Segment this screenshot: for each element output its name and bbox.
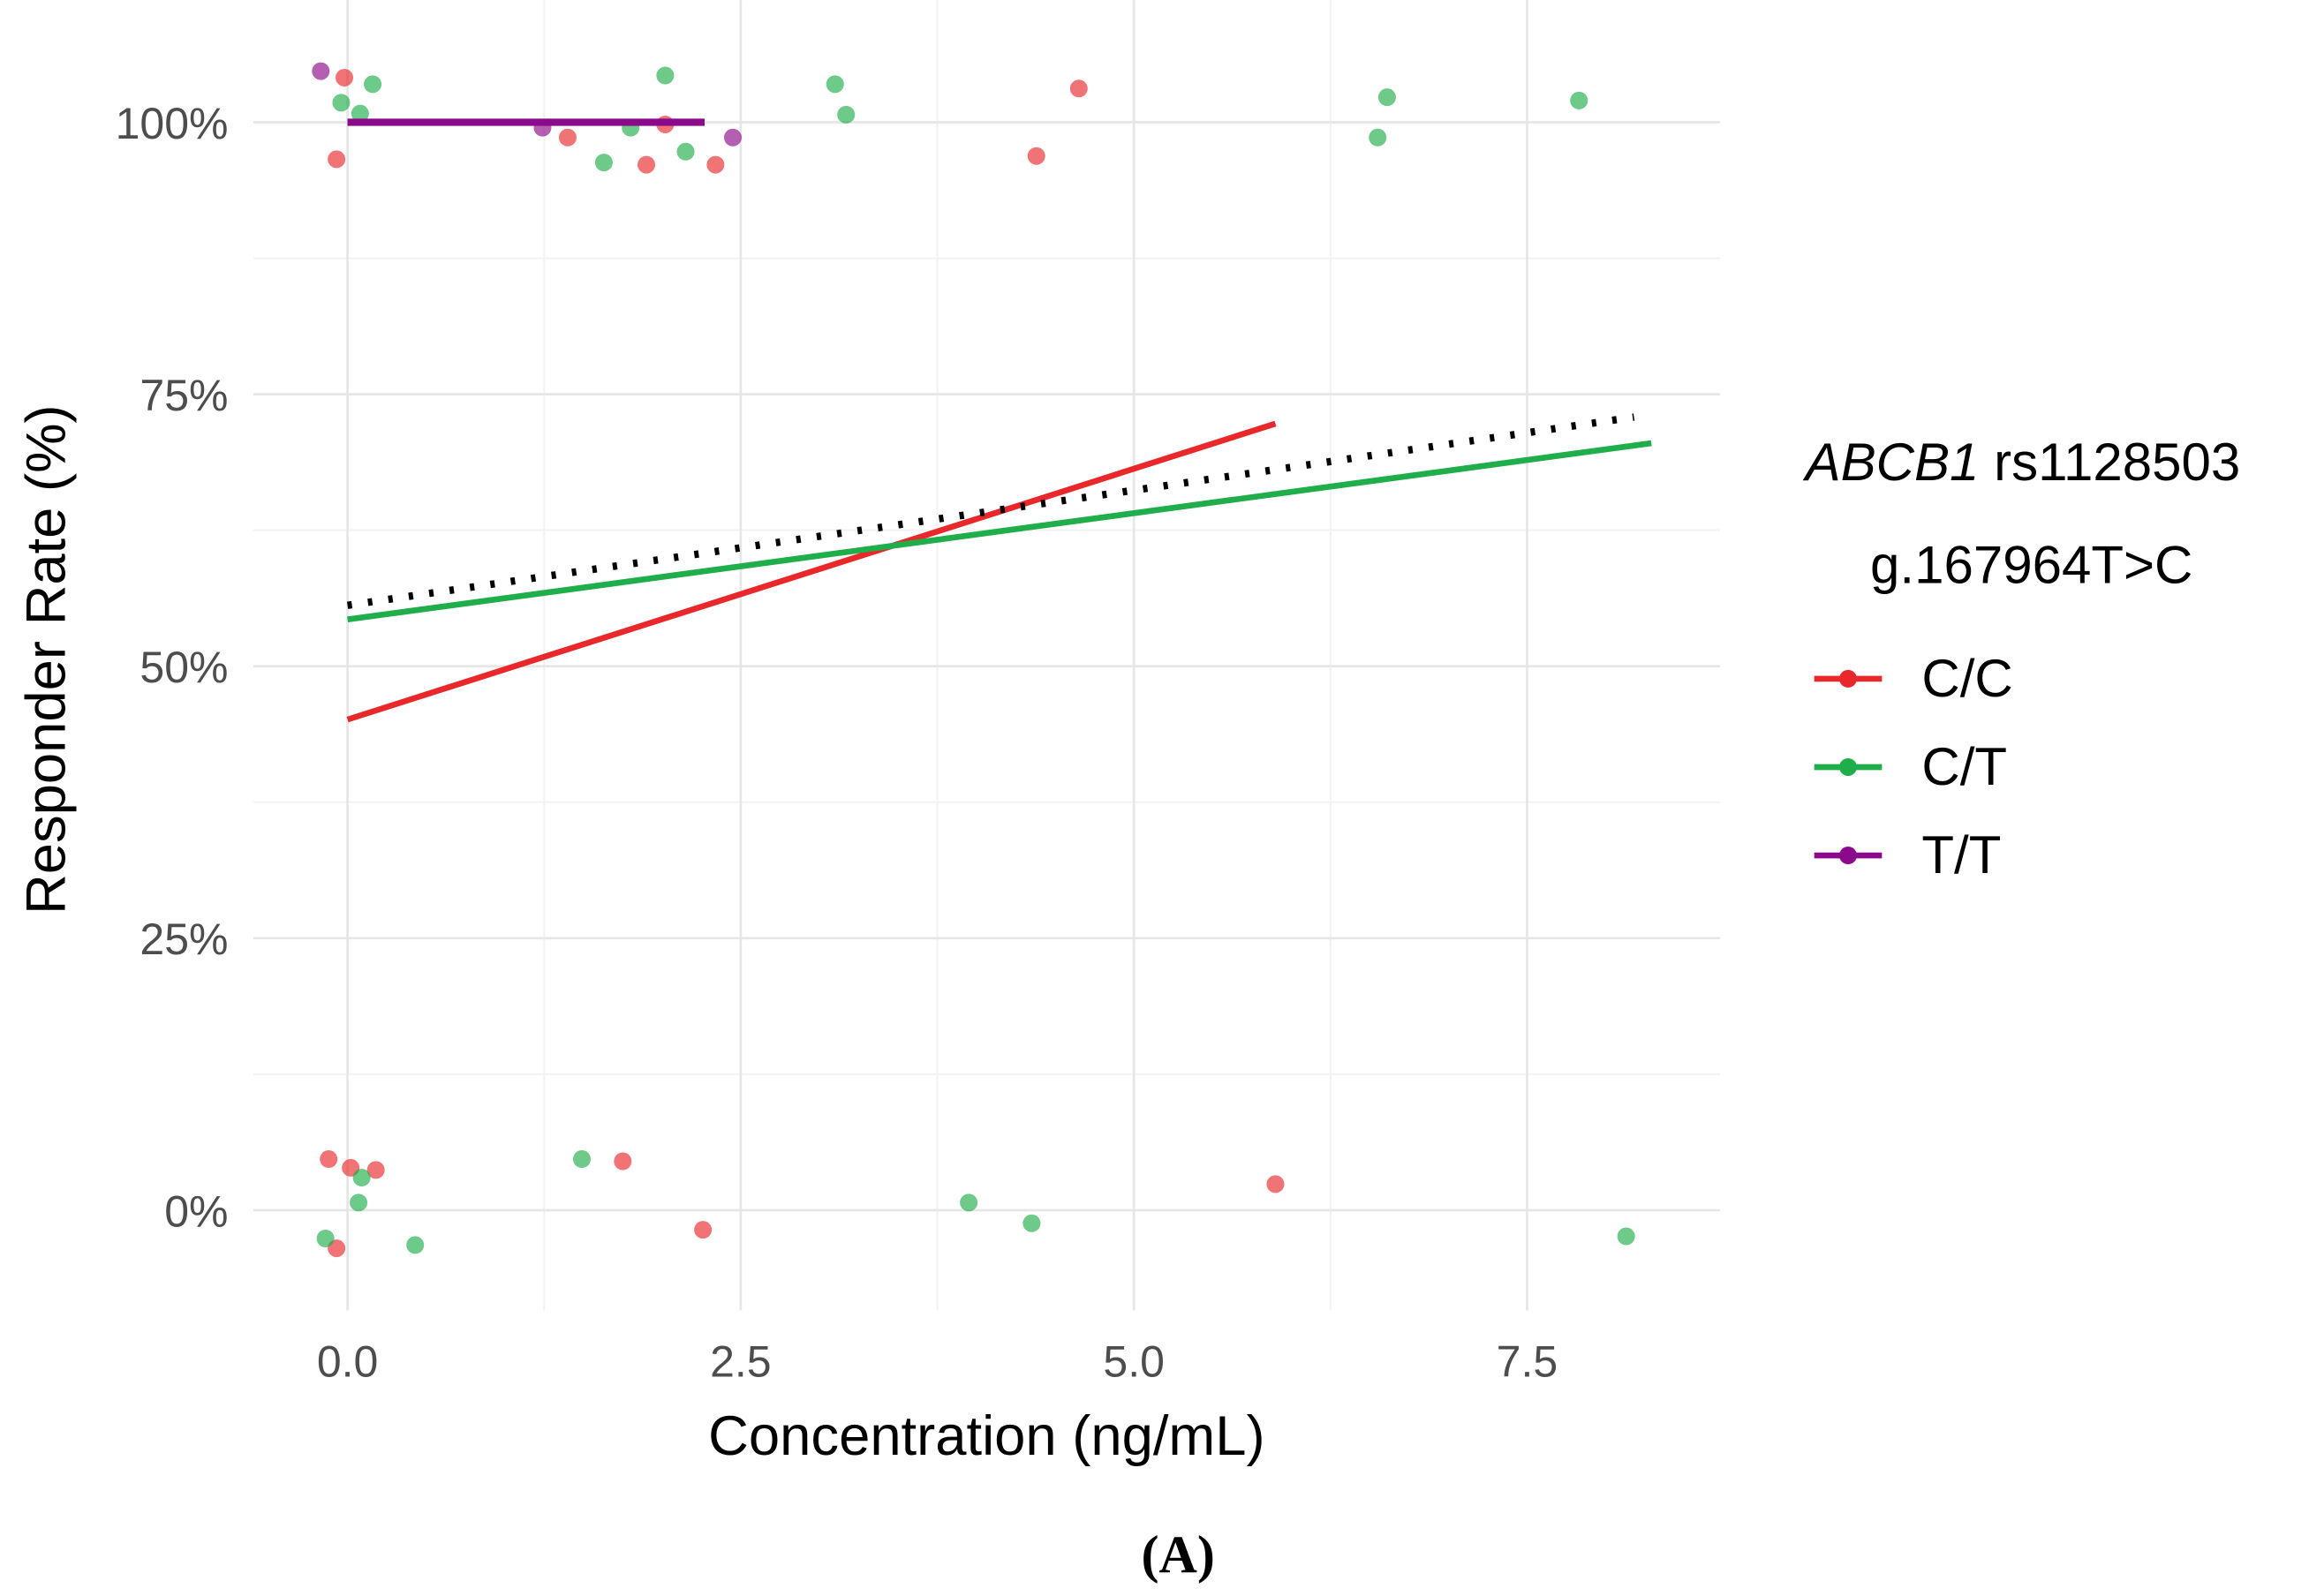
point-cc bbox=[694, 1221, 713, 1239]
point-ct bbox=[352, 1168, 371, 1186]
point-ct bbox=[1369, 128, 1387, 147]
legend: ABCB1 rs1128503 g.167964T>C C/C C/T T/T bbox=[1803, 433, 2241, 885]
legend-marker-cc bbox=[1838, 669, 1858, 688]
fit-line-overall bbox=[346, 413, 1635, 609]
tick-labels: 0.0 2.5 5.0 7.5 0% 25% 50% 75% 100% bbox=[116, 99, 1558, 1387]
point-ct bbox=[351, 104, 369, 123]
point-ct bbox=[826, 75, 844, 94]
point-ct bbox=[676, 142, 695, 161]
y-tick-label: 25% bbox=[140, 915, 228, 964]
point-ct bbox=[572, 1150, 591, 1169]
point-ct bbox=[332, 94, 351, 112]
point-tt bbox=[312, 62, 330, 80]
point-ct bbox=[350, 1193, 368, 1212]
point-ct bbox=[364, 75, 382, 94]
point-ct bbox=[594, 154, 613, 172]
point-ct bbox=[960, 1193, 978, 1212]
x-axis-label: Concentration (ng/mL) bbox=[708, 1405, 1264, 1467]
point-cc bbox=[1027, 147, 1045, 165]
point-cc bbox=[366, 1161, 385, 1179]
x-tick-label: 0.0 bbox=[317, 1336, 379, 1386]
point-cc bbox=[614, 1152, 632, 1171]
x-tick-label: 2.5 bbox=[710, 1336, 772, 1386]
data-points bbox=[312, 62, 1635, 1258]
y-axis-label: Responder Rate (%) bbox=[15, 404, 77, 915]
legend-marker-ct bbox=[1838, 757, 1858, 776]
point-cc bbox=[558, 128, 577, 147]
legend-title-rsid: rs1128503 bbox=[1979, 433, 2240, 492]
figure-caption: (A) bbox=[1142, 1525, 1215, 1584]
point-ct bbox=[316, 1230, 335, 1248]
point-cc bbox=[1069, 79, 1088, 98]
fit-line-ct bbox=[347, 440, 1652, 623]
point-ct bbox=[1377, 88, 1396, 107]
x-tick-label: 7.5 bbox=[1497, 1336, 1558, 1386]
point-ct bbox=[837, 105, 856, 124]
point-ct bbox=[406, 1236, 425, 1254]
point-tt bbox=[723, 128, 742, 147]
grid bbox=[253, 0, 1720, 1311]
legend-marker-tt bbox=[1838, 847, 1858, 865]
point-cc bbox=[1266, 1175, 1285, 1193]
point-cc bbox=[336, 68, 354, 87]
point-cc bbox=[328, 150, 346, 169]
y-tick-label: 0% bbox=[164, 1186, 228, 1236]
point-ct bbox=[656, 66, 675, 85]
point-ct bbox=[1022, 1214, 1041, 1232]
point-cc bbox=[706, 155, 725, 174]
x-tick-label: 5.0 bbox=[1103, 1336, 1165, 1386]
y-tick-label: 100% bbox=[116, 99, 229, 148]
y-tick-label: 75% bbox=[140, 371, 228, 420]
point-cc bbox=[637, 155, 656, 174]
point-ct bbox=[1617, 1227, 1635, 1246]
legend-subtitle: g.167964T>C bbox=[1870, 536, 2192, 595]
fit-lines bbox=[346, 119, 1652, 723]
legend-title: ABCB1 rs1128503 bbox=[1803, 433, 2241, 492]
point-cc bbox=[320, 1150, 338, 1169]
y-tick-label: 50% bbox=[140, 643, 228, 692]
fit-line-cc bbox=[346, 420, 1277, 723]
legend-label-cc: C/C bbox=[1921, 649, 2012, 708]
legend-title-gene: ABCB1 bbox=[1803, 433, 1980, 492]
point-ct bbox=[1570, 91, 1588, 109]
legend-label-tt: T/T bbox=[1921, 825, 2001, 885]
legend-label-ct: C/T bbox=[1921, 737, 2007, 796]
